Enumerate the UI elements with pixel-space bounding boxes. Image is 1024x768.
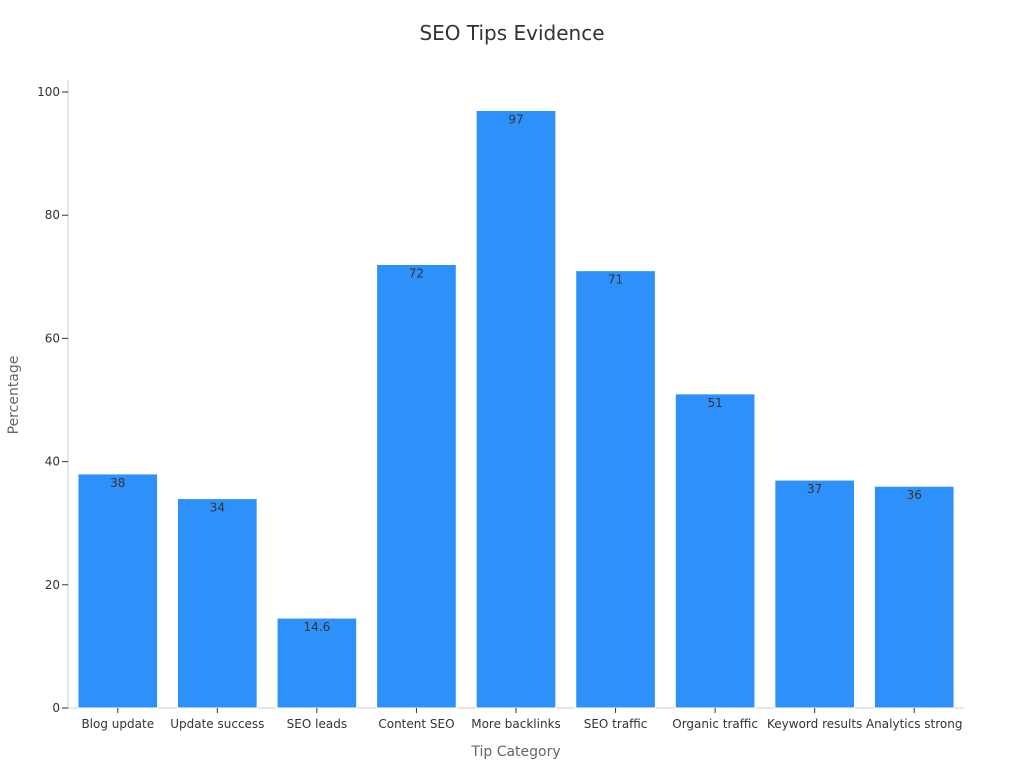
x-tick-label: Organic traffic	[672, 717, 758, 731]
x-axis-ticks: Blog update Update success SEO leads Conten…	[81, 708, 962, 731]
x-tick-label: SEO leads	[287, 717, 347, 731]
x-tick-label: Analytics strong	[866, 717, 963, 731]
bar	[774, 479, 855, 709]
bar-value-label: 38	[110, 476, 125, 490]
bar	[475, 109, 557, 709]
bar-value-label: 34	[210, 501, 225, 515]
bar	[376, 263, 457, 709]
y-tick-label: 0	[52, 701, 60, 715]
bar	[873, 485, 955, 709]
x-tick-label: Blog update	[81, 717, 154, 731]
chart-title: SEO Tips Evidence	[419, 21, 604, 45]
bar-value-label: 72	[409, 266, 424, 280]
bars	[77, 109, 955, 709]
y-tick-label: 40	[45, 455, 60, 469]
x-tick-label: Keyword results	[767, 717, 862, 731]
y-tick-label: 60	[45, 331, 60, 345]
bar	[177, 498, 258, 709]
bar	[276, 617, 358, 709]
y-axis-title: Percentage	[6, 356, 22, 435]
bar-value-label: 71	[608, 273, 623, 287]
bar-value-label: 37	[807, 482, 822, 496]
bar-value-label: 36	[907, 488, 922, 502]
bar	[77, 473, 159, 709]
bar-value-label: 14.6	[304, 620, 331, 634]
bar-value-label: 51	[707, 396, 722, 410]
x-axis-title: Tip Category	[470, 744, 560, 760]
x-tick-label: Content SEO	[378, 717, 454, 731]
x-tick-label: Update success	[170, 717, 264, 731]
y-tick-label: 20	[45, 578, 60, 592]
y-tick-label: 100	[37, 85, 60, 99]
value-labels: 38 34 14.6 72 97 71 51 37 36	[110, 112, 922, 634]
bar	[575, 270, 656, 709]
x-tick-label: SEO traffic	[584, 717, 648, 731]
x-tick-label: More backlinks	[471, 717, 561, 731]
y-tick-label: 80	[45, 208, 60, 222]
bar-value-label: 97	[508, 112, 523, 126]
y-axis-ticks: 0 20 40 60 80 100	[37, 85, 68, 715]
bar	[674, 393, 756, 709]
